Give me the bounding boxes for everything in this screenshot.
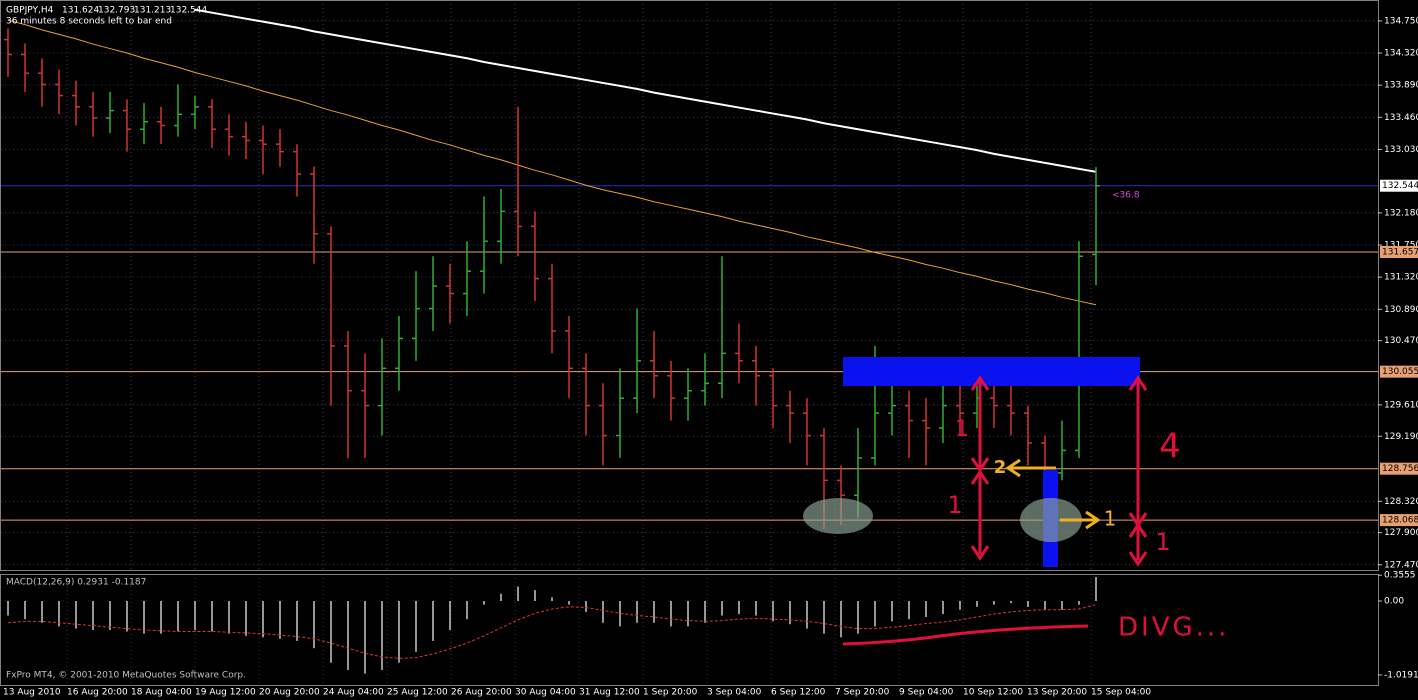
yellow-arrows: [1005, 458, 1101, 530]
macd-tick-label: 0.3555: [1384, 571, 1416, 581]
x-tick-label: 20 Aug 20:00: [259, 688, 320, 698]
x-tick-label: 26 Aug 20:00: [451, 688, 512, 698]
x-tick-label: 31 Aug 12:00: [579, 688, 640, 698]
level-label: 128.068: [1382, 516, 1418, 526]
levels: [1, 185, 1378, 521]
note: 1: [955, 417, 969, 442]
y-tick-label: 127.900: [1384, 528, 1418, 538]
y-tick-label: 128.320: [1384, 497, 1418, 507]
x-tick-label: 30 Aug 04:00: [515, 688, 576, 698]
x-tick-label: 6 Sep 12:00: [771, 688, 826, 698]
y-tick-label: 133.460: [1384, 113, 1418, 123]
macd-tick-label: 0.00: [1384, 597, 1404, 607]
macd-frame: [0, 574, 1379, 686]
note: 1: [1155, 528, 1170, 556]
symbol: GBPJPY,H4: [6, 6, 54, 16]
moving-average: [7, 19, 1097, 306]
y-tick-label: 133.030: [1384, 145, 1418, 155]
ellipse: [803, 498, 873, 534]
footer: FxPro MT4, © 2001-2010 MetaQuotes Softwa…: [6, 671, 246, 681]
y-tick-label: 131.750: [1384, 241, 1418, 251]
countdown: 36 minutes 8 seconds left to bar end: [6, 17, 172, 27]
note: 1: [1104, 507, 1117, 531]
x-tick-label: 16 Aug 20:00: [67, 688, 128, 698]
level-label-box: [1380, 514, 1418, 527]
x-tick-label: 10 Sep 12:00: [963, 688, 1023, 698]
level-label: 131.657: [1382, 247, 1418, 257]
x-tick-label: 1 Sep 20:00: [643, 688, 698, 698]
y-tick-label: 131.320: [1384, 273, 1418, 283]
y-tick-label: 129.190: [1384, 432, 1418, 442]
macd-signal: [7, 604, 1097, 659]
note: 4: [1159, 427, 1181, 467]
x-tick-label: 15 Sep 04:00: [1091, 688, 1151, 698]
y-tick-label: 132.180: [1384, 208, 1418, 218]
ellipse: [1020, 498, 1082, 542]
pip-note: <36.8: [1112, 191, 1140, 201]
y-tick-label: 129.610: [1384, 400, 1418, 410]
quote-value: 131.213: [134, 6, 171, 16]
level-label-box: [1380, 462, 1418, 475]
y-tick-label: 127.470: [1384, 560, 1418, 570]
macd-tick-label: -1.0191: [1384, 670, 1418, 680]
price-frame: [0, 0, 1379, 571]
x-tick-label: 13 Aug 2010: [3, 688, 61, 698]
red-arrows: [842, 375, 1148, 646]
quote-value: 132.544: [170, 6, 207, 16]
y-tick-label: 134.750: [1384, 16, 1418, 26]
level-label: 128.756: [1382, 464, 1418, 474]
note: DIVG...: [1118, 613, 1229, 643]
level-label: 130.055: [1382, 367, 1418, 377]
macd-title: MACD(12,26,9) 0.2931 -0.1187: [6, 578, 146, 588]
grid: [1, 0, 1378, 686]
axes: 134.750 134.320 133.890 133.460 133.030 132.1…: [3, 16, 1418, 698]
last-price-label: 132.544: [1382, 181, 1418, 191]
x-tick-label: 24 Aug 04:00: [323, 688, 384, 698]
level-label-box: [1380, 245, 1418, 258]
quote-value: 132.793: [98, 6, 135, 16]
hand-notes: 4 1 1 1 2 1 DIVG...: [947, 417, 1229, 643]
y-tick-label: 130.890: [1384, 305, 1418, 315]
level-label-box: [1380, 365, 1418, 378]
hand-drawings: [803, 357, 1148, 646]
macd-pane: [7, 577, 1097, 674]
quote-value: 131.624: [62, 6, 99, 16]
overlays: [7, 8, 1097, 306]
x-tick-label: 3 Sep 04:00: [707, 688, 762, 698]
last-price-box: [1380, 179, 1418, 192]
blue-zone: [843, 357, 1140, 386]
y-tick-label: 133.890: [1384, 81, 1418, 91]
x-tick-label: 13 Sep 20:00: [1027, 688, 1087, 698]
moving-average: [194, 8, 1097, 173]
note: 1: [947, 491, 962, 519]
y-tick-label: 130.470: [1384, 336, 1418, 346]
x-tick-label: 19 Aug 12:00: [195, 688, 256, 698]
x-tick-label: 7 Sep 20:00: [835, 688, 890, 698]
x-tick-label: 18 Aug 04:00: [131, 688, 192, 698]
x-tick-label: 25 Aug 12:00: [387, 688, 448, 698]
y-tick-label: 134.320: [1384, 49, 1418, 59]
x-tick-label: 9 Sep 04:00: [899, 688, 954, 698]
note: 2: [994, 457, 1007, 478]
